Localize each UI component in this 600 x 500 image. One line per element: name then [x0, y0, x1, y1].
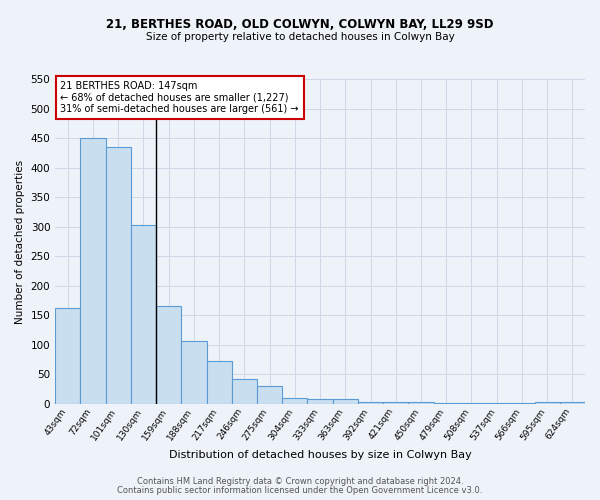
Bar	[131, 225, 156, 404]
Bar	[232, 378, 257, 404]
Text: 21 BERTHES ROAD: 147sqm
← 68% of detached houses are smaller (1,227)
31% of semi: 21 BERTHES ROAD: 147sqm ← 68% of detache…	[61, 80, 299, 114]
Bar	[434, 402, 459, 404]
Text: Contains HM Land Registry data © Crown copyright and database right 2024.: Contains HM Land Registry data © Crown c…	[137, 477, 463, 486]
Bar	[383, 402, 409, 404]
Bar	[535, 402, 560, 404]
Bar	[282, 398, 307, 404]
Bar	[484, 402, 509, 404]
Bar	[409, 402, 434, 404]
Bar	[156, 306, 181, 404]
Bar	[106, 147, 131, 404]
Bar	[459, 402, 484, 404]
Bar	[560, 402, 585, 404]
Bar	[358, 402, 383, 404]
Bar	[509, 402, 535, 404]
Text: 21, BERTHES ROAD, OLD COLWYN, COLWYN BAY, LL29 9SD: 21, BERTHES ROAD, OLD COLWYN, COLWYN BAY…	[106, 18, 494, 30]
Bar	[257, 386, 282, 404]
Bar	[181, 340, 206, 404]
Bar	[206, 361, 232, 404]
Bar	[307, 399, 332, 404]
Y-axis label: Number of detached properties: Number of detached properties	[15, 160, 25, 324]
Text: Size of property relative to detached houses in Colwyn Bay: Size of property relative to detached ho…	[146, 32, 454, 42]
X-axis label: Distribution of detached houses by size in Colwyn Bay: Distribution of detached houses by size …	[169, 450, 472, 460]
Text: Contains public sector information licensed under the Open Government Licence v3: Contains public sector information licen…	[118, 486, 482, 495]
Bar	[55, 308, 80, 404]
Bar	[332, 399, 358, 404]
Bar	[80, 138, 106, 404]
